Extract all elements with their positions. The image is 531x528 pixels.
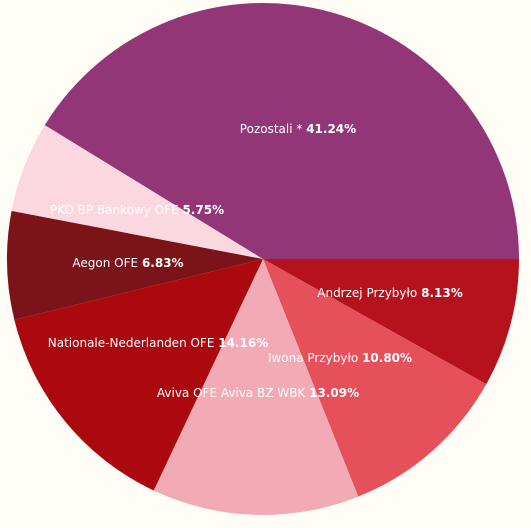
slice-name: Nationale-Nederlanden OFE xyxy=(48,336,218,350)
pie-slice-6 xyxy=(11,125,264,259)
pie-labels: Andrzej Przybyło 8.13% Iwona Przybyło 10.… xyxy=(48,122,463,400)
slice-name: PKO BP Bankowy OFE xyxy=(50,203,183,217)
slice-percent: 5.75% xyxy=(182,203,224,217)
pie-slice-5 xyxy=(6,210,263,320)
pie-slice-7 xyxy=(44,2,520,260)
slice-label-7: Pozostali * 41.24% xyxy=(240,122,356,136)
slice-percent: 13.09% xyxy=(309,386,359,400)
slice-percent: 10.80% xyxy=(362,351,412,365)
pie-slice-4 xyxy=(14,259,264,491)
pie-slices xyxy=(6,2,520,516)
pie-slice-2 xyxy=(263,259,487,497)
slice-label-2: Iwona Przybyło 10.80% xyxy=(268,351,412,365)
slice-label-3: Aviva OFE Aviva BZ WBK 13.09% xyxy=(157,386,359,400)
pie-slice-1 xyxy=(263,259,519,385)
slice-percent: 14.16% xyxy=(218,336,268,350)
slice-label-1: Andrzej Przybyło 8.13% xyxy=(317,286,462,300)
pie-slice-3 xyxy=(153,259,359,516)
slice-label-4: Nationale-Nederlanden OFE 14.16% xyxy=(48,336,268,350)
slice-name: Iwona Przybyło xyxy=(268,351,362,365)
slice-label-6: PKO BP Bankowy OFE 5.75% xyxy=(50,203,224,217)
slice-percent: 6.83% xyxy=(142,256,184,270)
slice-name: Aviva OFE Aviva BZ WBK xyxy=(157,386,309,400)
slice-name: Andrzej Przybyło xyxy=(317,286,421,300)
slice-percent: 8.13% xyxy=(421,286,463,300)
slice-percent: 41.24% xyxy=(306,122,356,136)
slice-name: Aegon OFE xyxy=(72,256,142,270)
slice-label-5: Aegon OFE 6.83% xyxy=(72,256,183,270)
slice-name: Pozostali * xyxy=(240,122,306,136)
